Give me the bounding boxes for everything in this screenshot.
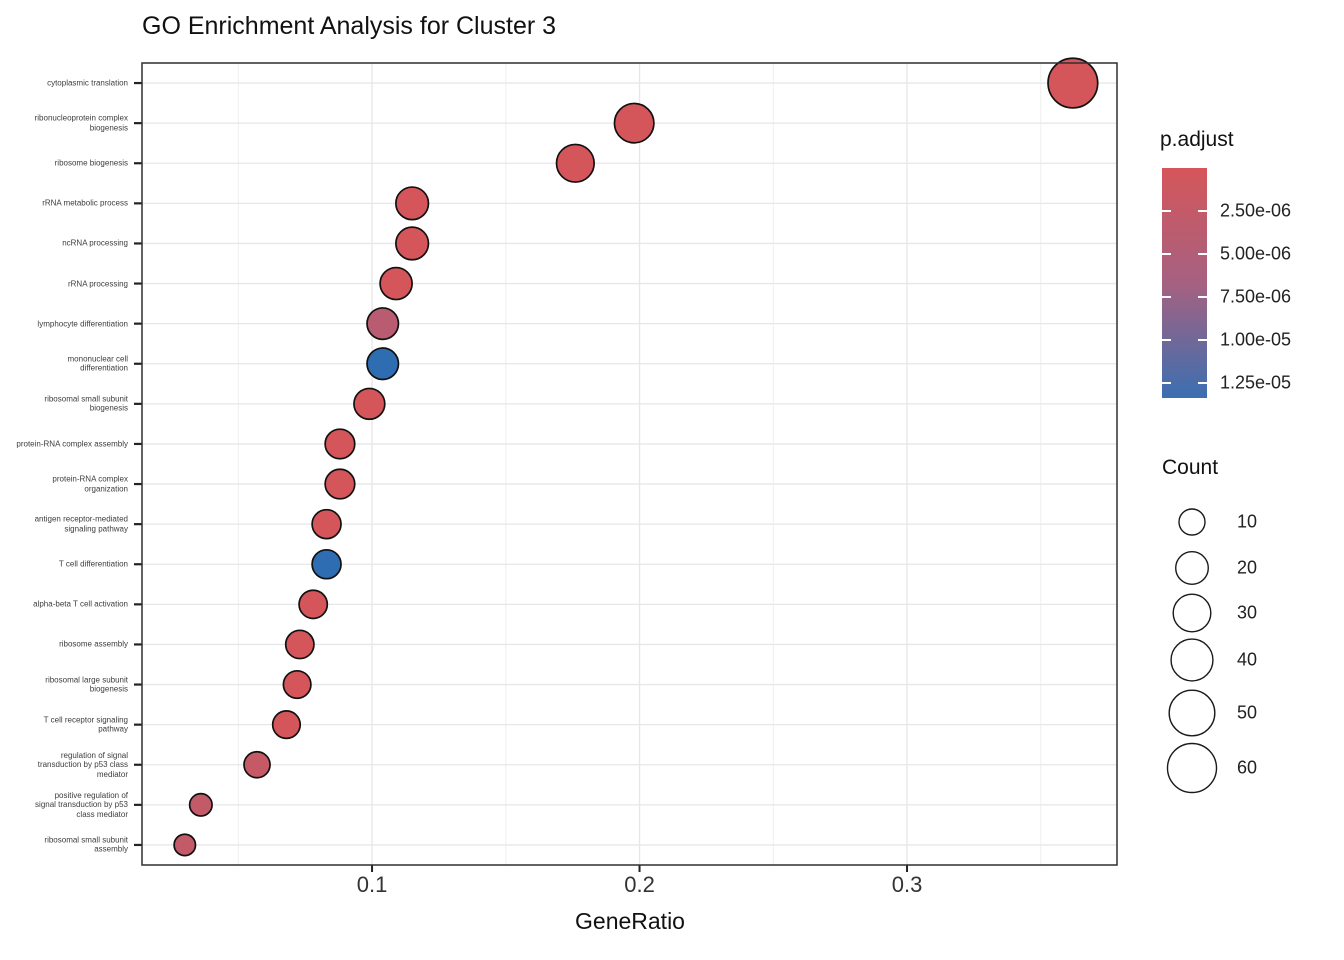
count-legend-label: 50 bbox=[1237, 702, 1258, 723]
count-legend-label: 60 bbox=[1237, 757, 1258, 778]
y-axis-label: ribosomal large subunit biogenesis bbox=[45, 675, 128, 694]
count-legend-circle bbox=[1166, 742, 1218, 794]
y-axis-label: mononuclear cell differentiation bbox=[67, 354, 128, 373]
count-legend-circle bbox=[1178, 508, 1206, 536]
y-axis-label: ribosomal small subunit assembly bbox=[44, 835, 128, 854]
y-axis-label: alpha-beta T cell activation bbox=[33, 599, 128, 609]
count-legend-circle bbox=[1172, 593, 1212, 633]
data-point bbox=[282, 669, 312, 700]
count-legend-circle bbox=[1168, 689, 1216, 737]
padjust-colorbar-tick bbox=[1162, 382, 1171, 384]
x-tick-label: 0.3 bbox=[891, 872, 923, 897]
data-point bbox=[311, 548, 342, 580]
padjust-colorbar-tick bbox=[1198, 382, 1207, 384]
data-point bbox=[379, 266, 413, 301]
padjust-tick-label: 7.50e-06 bbox=[1220, 286, 1292, 307]
padjust-tick-label: 5.00e-06 bbox=[1220, 243, 1292, 264]
x-tick-label: 0.1 bbox=[356, 872, 388, 897]
data-point bbox=[324, 468, 356, 500]
count-legend-label: 10 bbox=[1237, 511, 1258, 532]
y-axis-label: ncRNA processing bbox=[62, 238, 128, 248]
chart-title: GO Enrichment Analysis for Cluster 3 bbox=[142, 12, 557, 40]
padjust-tick-label: 1.25e-05 bbox=[1220, 372, 1292, 393]
y-axis-label: T cell receptor signaling pathway bbox=[43, 715, 128, 734]
y-axis-label: ribosome biogenesis bbox=[54, 158, 128, 168]
data-point bbox=[366, 307, 400, 341]
count-legend-circle bbox=[1170, 638, 1214, 682]
data-point bbox=[613, 102, 655, 144]
data-point bbox=[395, 186, 430, 221]
padjust-colorbar-tick bbox=[1198, 253, 1207, 255]
padjust-tick-label: 1.00e-05 bbox=[1220, 329, 1292, 350]
count-legend-circle bbox=[1175, 551, 1209, 585]
y-axis-label: regulation of signal transduction by p53… bbox=[37, 750, 128, 779]
y-axis-label: ribonucleoprotein complex biogenesis bbox=[34, 113, 128, 133]
x-tick-label: 0.2 bbox=[624, 872, 655, 897]
data-point bbox=[188, 792, 213, 817]
count-legend-label: 40 bbox=[1237, 649, 1258, 670]
data-point bbox=[173, 833, 197, 857]
data-point bbox=[311, 508, 342, 540]
padjust-colorbar-tick bbox=[1198, 339, 1207, 341]
padjust-colorbar-tick bbox=[1162, 296, 1171, 298]
data-point bbox=[298, 589, 329, 620]
padjust-colorbar bbox=[1162, 168, 1207, 398]
data-point bbox=[555, 143, 595, 183]
y-axis-label: lymphocyte differentiation bbox=[37, 318, 128, 328]
y-axis-label: protein-RNA complex assembly bbox=[16, 439, 128, 449]
data-point bbox=[243, 750, 271, 779]
padjust-tick-label: 2.50e-06 bbox=[1220, 200, 1292, 221]
y-axis-label: cytoplasmic translation bbox=[47, 78, 128, 88]
y-axis-label: rRNA processing bbox=[67, 278, 128, 288]
count-legend-label: 30 bbox=[1237, 602, 1258, 623]
padjust-colorbar-tick bbox=[1162, 339, 1171, 341]
y-axis-label: protein-RNA complex organization bbox=[52, 474, 128, 494]
y-axis-label: rRNA metabolic process bbox=[42, 198, 128, 208]
padjust-colorbar-tick bbox=[1162, 253, 1171, 255]
padjust-colorbar-tick bbox=[1162, 210, 1171, 212]
padjust-colorbar-tick bbox=[1198, 210, 1207, 212]
panel-border bbox=[141, 62, 1118, 866]
count-legend-label: 20 bbox=[1237, 557, 1258, 578]
y-axis-label: positive regulation of signal transducti… bbox=[35, 790, 128, 819]
padjust-colorbar-tick bbox=[1198, 296, 1207, 298]
y-axis-label: ribosome assembly bbox=[59, 639, 128, 649]
data-point bbox=[271, 710, 302, 740]
data-point bbox=[395, 226, 430, 261]
y-axis-label: antigen receptor-mediated signaling path… bbox=[34, 514, 128, 534]
count-legend-title: Count bbox=[1162, 456, 1219, 479]
data-point bbox=[366, 347, 400, 381]
y-axis-label: ribosomal small subunit biogenesis bbox=[44, 394, 128, 413]
data-point bbox=[284, 629, 315, 660]
data-point bbox=[353, 387, 386, 421]
y-axis-label: T cell differentiation bbox=[58, 559, 128, 569]
x-axis-title: GeneRatio bbox=[575, 908, 685, 934]
padjust-legend-title: p.adjust bbox=[1160, 128, 1234, 151]
data-point bbox=[324, 428, 356, 460]
data-point bbox=[1047, 57, 1099, 109]
